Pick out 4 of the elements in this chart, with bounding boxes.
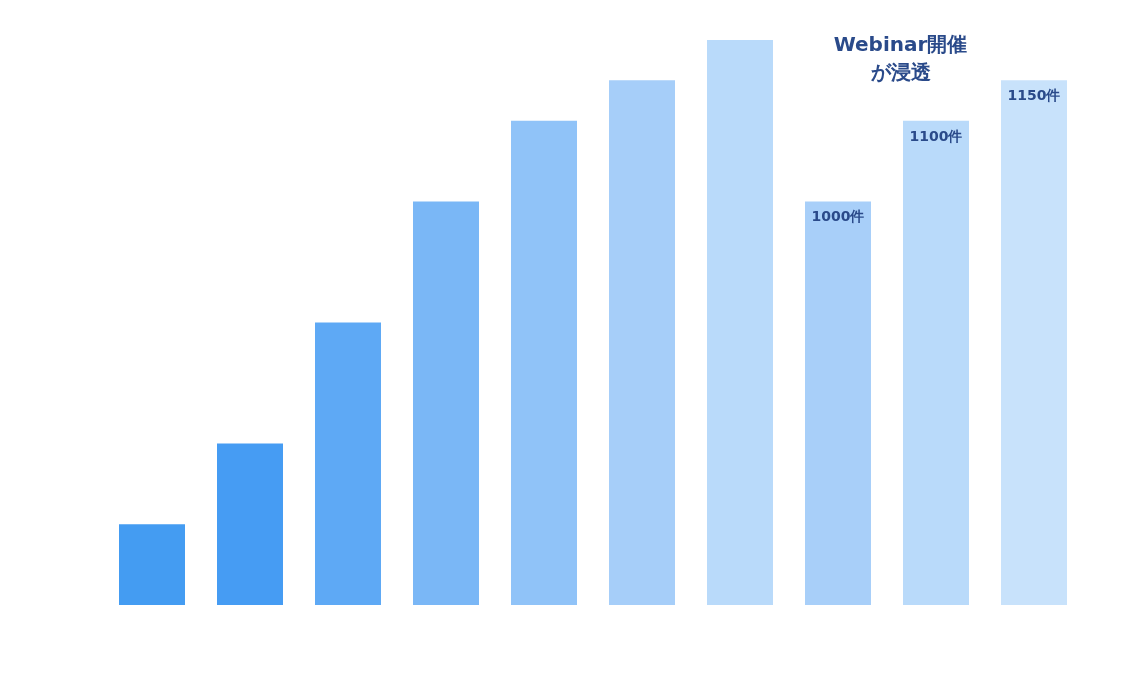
data-label: 1100件 bbox=[909, 127, 963, 144]
data-label: 1000件 bbox=[811, 208, 865, 225]
annotation: Webinar開催が浸透 bbox=[832, 31, 969, 86]
data-label: 1150件 bbox=[1007, 87, 1061, 104]
